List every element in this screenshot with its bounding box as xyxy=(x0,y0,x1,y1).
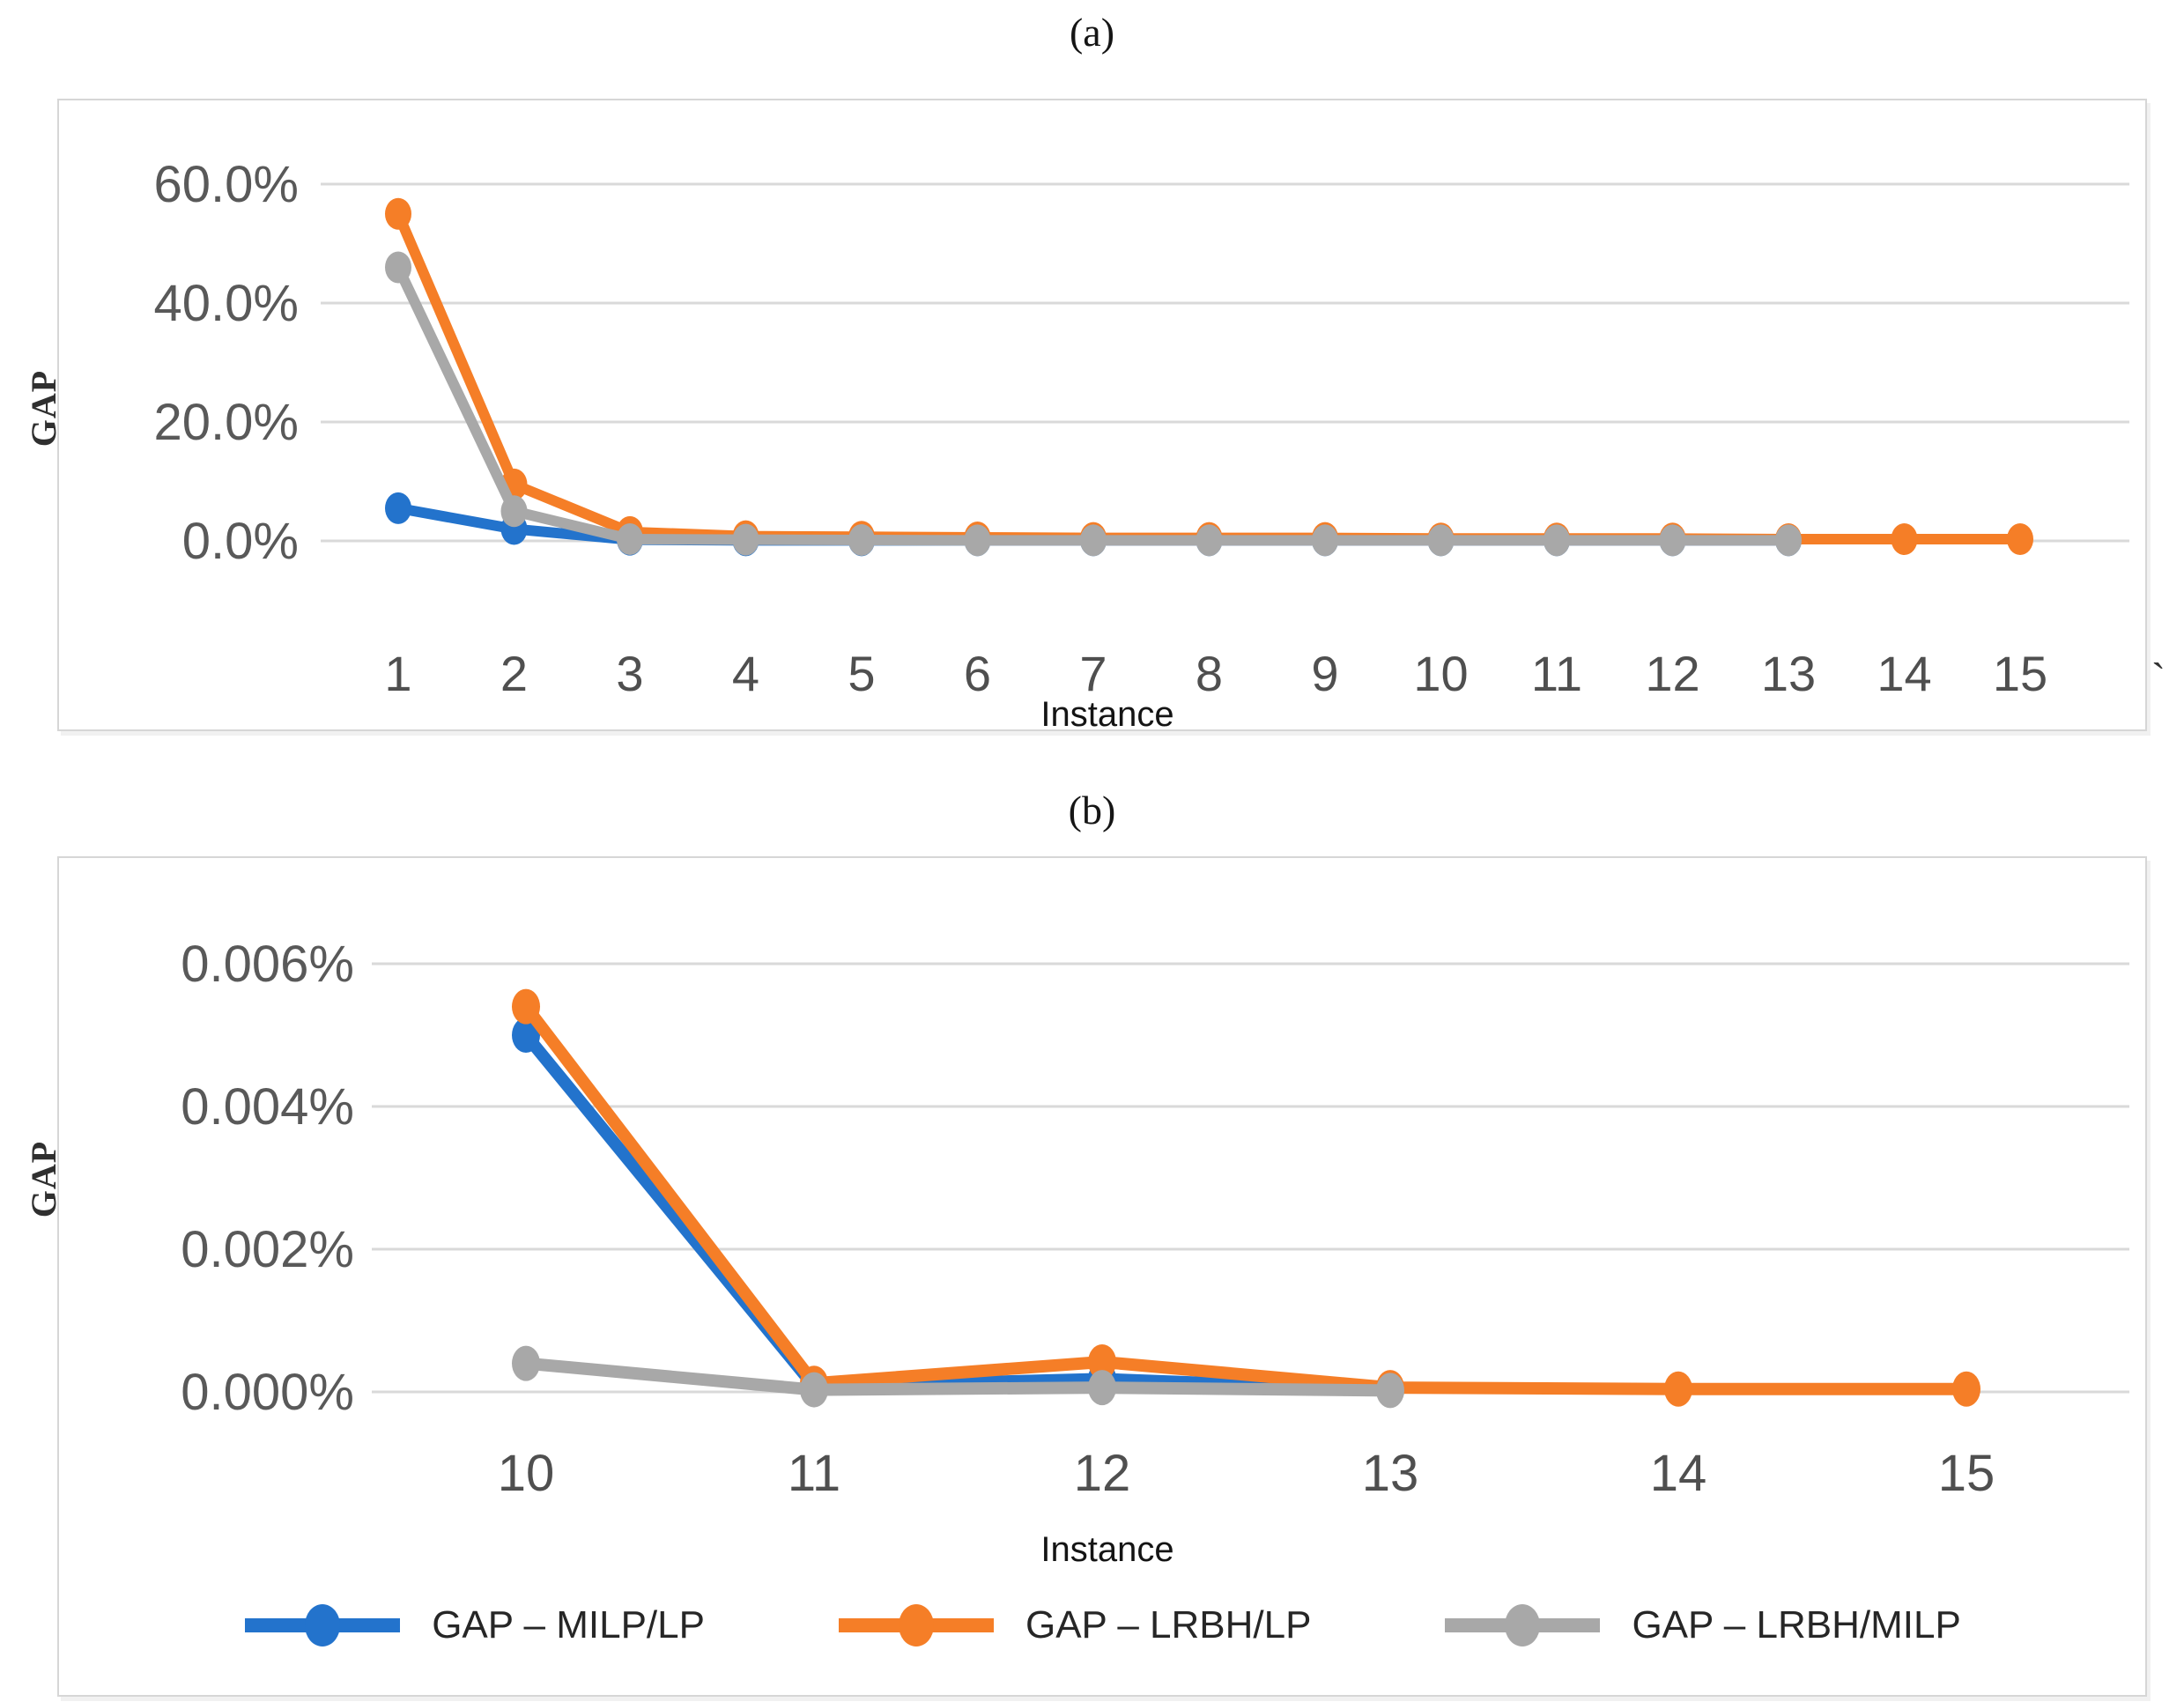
y-tick-label: 0.006% xyxy=(181,936,354,993)
x-tick-label: 6 xyxy=(964,646,991,701)
data-point-marker xyxy=(512,988,540,1025)
x-tick-label: 12 xyxy=(1074,1445,1131,1502)
data-point-marker xyxy=(1664,1371,1692,1407)
y-axis-title-b: GAP xyxy=(24,1140,64,1218)
data-point-marker xyxy=(1659,524,1686,557)
data-point-marker xyxy=(1544,524,1570,557)
x-tick-label: 11 xyxy=(788,1445,840,1502)
legend-label: GAP – MILP/LP xyxy=(432,1603,705,1646)
data-point-marker xyxy=(512,1018,540,1053)
data-point-marker xyxy=(1088,1343,1116,1380)
x-tick-label: 5 xyxy=(848,646,875,701)
x-tick-label: 4 xyxy=(732,646,759,701)
stray-mark: ` xyxy=(2151,655,2165,701)
data-point-marker xyxy=(385,197,411,230)
x-tick-label: 9 xyxy=(1311,646,1338,701)
chart-panel-a: 60.0% 40.0% 20.0% 0.0% 1 2 3 4 5 6 7 8 9 10 11 12 13 14 15… xyxy=(57,99,2147,731)
data-point-marker xyxy=(800,1372,828,1408)
legend-marker-icon xyxy=(838,1604,994,1646)
legend-marker-icon xyxy=(1445,1604,1601,1646)
legend-marker-icon xyxy=(245,1604,401,1646)
y-tick-label: 0.000% xyxy=(181,1364,354,1421)
x-tick-label: 15 xyxy=(1938,1445,1995,1502)
data-point-marker xyxy=(1080,524,1107,557)
x-tick-label: 7 xyxy=(1079,646,1107,701)
legend-label: GAP – LRBH/MILP xyxy=(1632,1603,1961,1646)
data-point-marker xyxy=(964,524,991,557)
panel-b-title: (b) xyxy=(1068,788,1116,832)
x-tick-label: 14 xyxy=(1650,1445,1707,1502)
data-point-marker xyxy=(848,523,875,556)
legend-item: GAP – LRBH/LP xyxy=(837,1597,1311,1654)
legend-item: GAP – LRBH/MILP xyxy=(1443,1597,1961,1654)
x-tick-label: 14 xyxy=(1877,646,1931,701)
y-tick-label: 40.0% xyxy=(154,275,299,332)
series-line xyxy=(520,1357,1396,1397)
data-point-marker xyxy=(1312,524,1338,557)
data-point-marker xyxy=(1891,522,1918,555)
chart-a-svg: 60.0%40.0%20.0%0.0%1 2 3 4 5 6 7 8 9 10 11 12 13 14 15… xyxy=(154,156,2129,729)
series-line xyxy=(520,1029,1396,1396)
x-tick-label: 13 xyxy=(1761,646,1816,701)
chart-b-svg: 0.006% 0.004% 0.002% 0.000% 10 11 12 13 14 15 Inst… xyxy=(181,936,2129,1569)
panel-a-title: (a) xyxy=(1069,10,1115,55)
legend-label: GAP – LRBH/LP xyxy=(1025,1603,1312,1646)
y-tick-label: 20.0% xyxy=(154,394,299,451)
data-point-marker xyxy=(385,251,411,284)
data-point-marker xyxy=(1775,524,1802,557)
y-tick-label: 60.0% xyxy=(154,156,299,213)
legend-dot xyxy=(305,1604,341,1646)
data-point-marker xyxy=(1196,524,1223,557)
x-tick-label: 11 xyxy=(1531,646,1582,701)
y-axis-title-a: GAP xyxy=(24,369,64,448)
series-line xyxy=(393,208,2025,544)
series-line xyxy=(393,262,1794,546)
x-axis-title: Instance xyxy=(1040,695,1173,729)
series-line xyxy=(520,1000,1973,1395)
data-point-marker xyxy=(512,1345,540,1381)
data-point-marker xyxy=(1376,1373,1404,1409)
x-tick-label: 12 xyxy=(1645,646,1699,701)
x-tick-label: 10 xyxy=(498,1445,555,1502)
x-tick-label: 15 xyxy=(1993,646,2047,701)
data-point-marker xyxy=(1088,1370,1116,1406)
y-tick-label: 0.0% xyxy=(182,513,299,570)
legend-dot xyxy=(1505,1604,1541,1646)
data-point-marker xyxy=(1952,1371,1980,1407)
data-point-marker xyxy=(2007,522,2033,555)
legend-dot xyxy=(898,1604,934,1646)
chart-legend: GAP – MILP/LP GAP – LRBH/LP GAP – LRBH/MIL… xyxy=(57,1586,2147,1665)
data-point-marker xyxy=(500,495,528,528)
x-tick-label: 8 xyxy=(1196,646,1223,701)
data-point-marker xyxy=(732,523,759,556)
data-point-marker xyxy=(617,522,643,555)
y-tick-label: 0.002% xyxy=(181,1221,354,1278)
x-tick-label: 13 xyxy=(1362,1445,1419,1502)
x-axis-title: Instance xyxy=(1040,1530,1173,1569)
data-point-marker xyxy=(1427,524,1455,557)
data-point-marker xyxy=(385,492,411,524)
chart-panel-b: 0.006% 0.004% 0.002% 0.000% 10 11 12 13 14 15 Inst… xyxy=(57,856,2147,1697)
x-tick-label: 1 xyxy=(384,646,411,701)
y-tick-label: 0.004% xyxy=(181,1078,354,1136)
legend-item: GAP – MILP/LP xyxy=(243,1597,705,1654)
x-tick-label: 10 xyxy=(1413,646,1468,701)
x-tick-label: 2 xyxy=(500,646,528,701)
x-tick-label: 3 xyxy=(616,646,643,701)
